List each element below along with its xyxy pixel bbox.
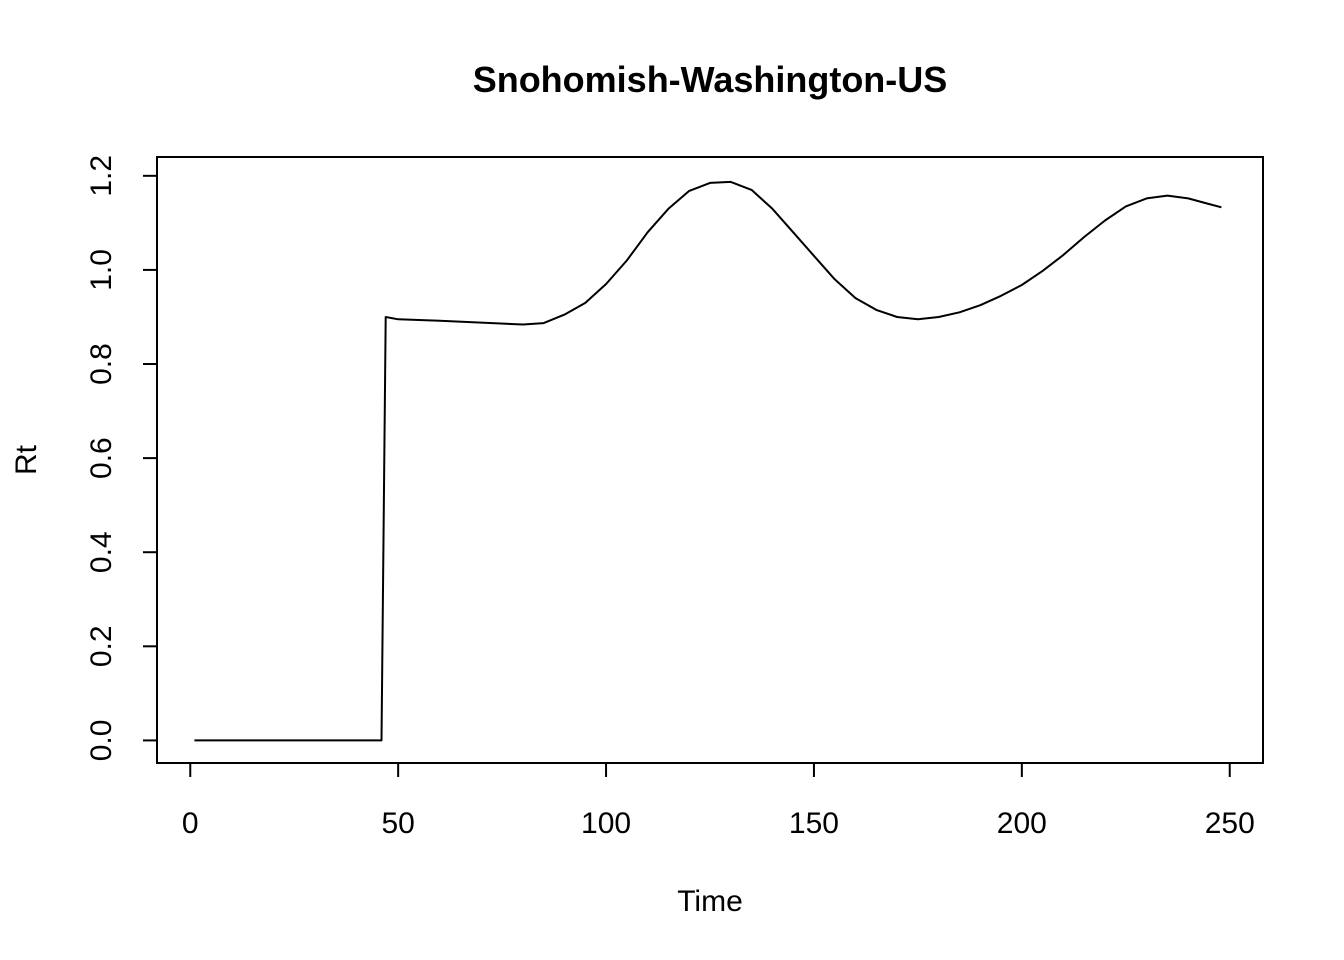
y-tick-label: 1.2: [85, 155, 118, 197]
y-tick-label: 1.0: [85, 249, 118, 291]
x-tick-label: 200: [997, 807, 1047, 840]
series-group: [194, 180, 1222, 742]
y-tick-label: 0.8: [85, 343, 118, 385]
y-tick-label: 0.6: [85, 437, 118, 479]
plot-area: [156, 156, 1264, 764]
x-tick-label: 150: [789, 807, 839, 840]
y-axis-label: Rt: [10, 444, 43, 475]
y-axis: 0.0 0.2 0.4 0.6 0.8 1.0 1.2: [85, 155, 158, 762]
chart-title: Snohomish-Washington-US: [473, 59, 948, 100]
x-axis-label: Time: [677, 885, 743, 918]
x-tick-label: 250: [1205, 807, 1255, 840]
y-tick-label: 0.2: [85, 625, 118, 667]
x-tick-label: 100: [581, 807, 631, 840]
x-tick-label: 0: [182, 807, 199, 840]
x-axis: 0 50 100 150 200 250: [182, 762, 1255, 840]
y-tick-label: 0.4: [85, 531, 118, 573]
series-line: [194, 180, 1222, 742]
y-tick-label: 0.0: [85, 720, 118, 762]
x-tick-label: 50: [381, 807, 414, 840]
